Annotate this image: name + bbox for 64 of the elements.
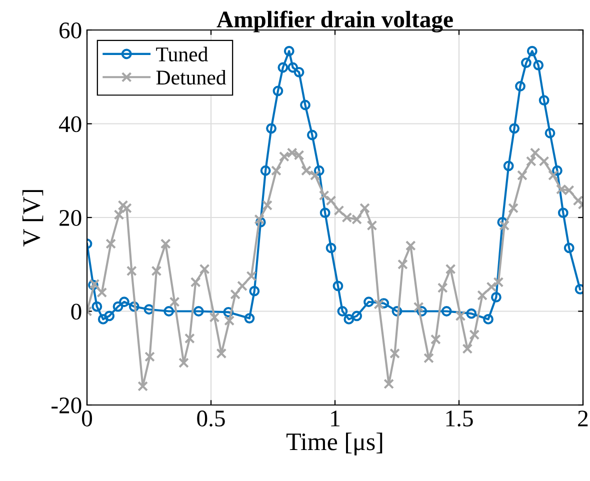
point — [416, 306, 428, 316]
point — [503, 160, 514, 172]
point — [144, 304, 154, 315]
point — [352, 310, 362, 322]
point — [509, 123, 520, 134]
point — [294, 66, 304, 78]
point — [260, 165, 271, 176]
point — [497, 216, 508, 228]
point — [92, 301, 102, 312]
point — [104, 310, 115, 322]
legend-label: Detuned — [156, 70, 226, 85]
point — [193, 306, 204, 316]
point — [378, 298, 390, 308]
y-tick-label: 60 — [60, 22, 82, 38]
point — [278, 62, 288, 73]
point — [564, 242, 574, 254]
point — [344, 314, 354, 324]
point — [326, 242, 336, 254]
point — [98, 314, 108, 324]
point — [515, 81, 526, 92]
point — [314, 165, 324, 176]
point — [249, 286, 260, 296]
point — [520, 58, 532, 68]
y-tick-label: 20 — [60, 210, 82, 226]
point — [244, 313, 255, 324]
point — [558, 208, 568, 218]
point — [392, 306, 402, 316]
x-axis-title: Time [μs] — [286, 432, 382, 456]
point — [266, 123, 276, 134]
y-tick-label: 0 — [71, 304, 82, 320]
point — [552, 165, 562, 176]
point — [300, 100, 310, 110]
point — [272, 86, 284, 96]
point — [223, 306, 234, 318]
x-tick-label: 1 — [331, 410, 340, 426]
point — [526, 46, 538, 56]
x-tick-label: 0 — [82, 410, 92, 426]
point — [544, 128, 556, 138]
y-tick-label: -20 — [52, 397, 82, 414]
y-tick-label: 40 — [58, 116, 82, 132]
point — [255, 216, 266, 228]
point — [466, 308, 477, 319]
point — [533, 60, 544, 70]
chart-title: Amplifier drain voltage — [216, 10, 453, 32]
point — [112, 301, 124, 312]
point — [128, 301, 140, 312]
point — [490, 292, 502, 302]
point — [332, 280, 344, 292]
y-axis-title: V [V] — [22, 190, 44, 247]
point — [441, 306, 452, 316]
point — [306, 130, 318, 140]
point — [164, 306, 174, 316]
point — [118, 296, 130, 308]
x-tick-label: 1.5 — [446, 410, 473, 427]
x-tick-label: 2 — [578, 410, 588, 426]
point — [364, 296, 374, 308]
point — [483, 314, 494, 324]
point — [288, 62, 298, 73]
point — [320, 208, 330, 218]
legend-label: Tuned — [156, 46, 208, 62]
x-tick-label: 0.5 — [197, 410, 225, 427]
point — [284, 46, 294, 56]
point — [538, 95, 550, 106]
point — [337, 306, 348, 316]
